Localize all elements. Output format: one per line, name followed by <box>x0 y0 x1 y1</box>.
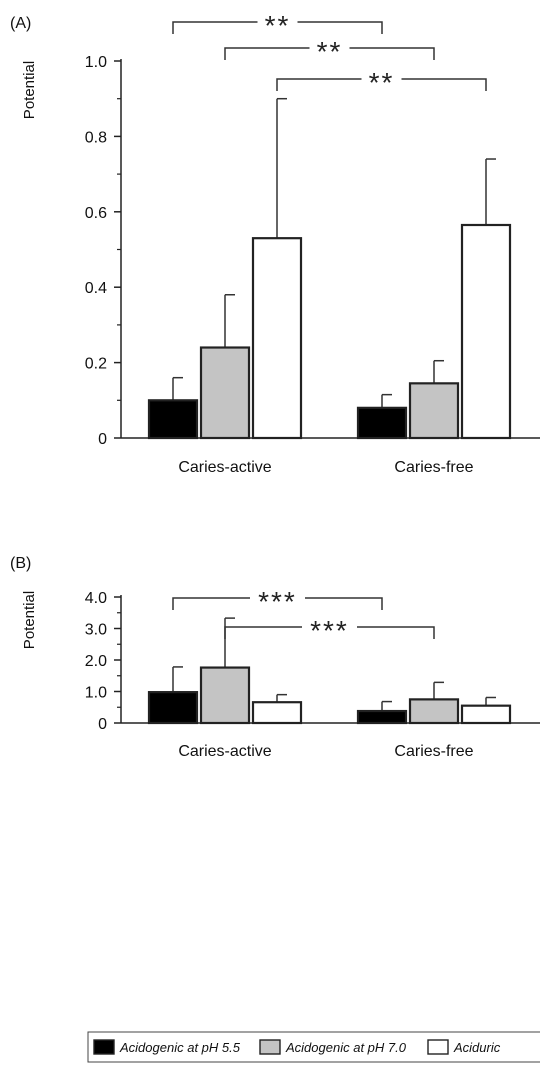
category-label: Caries-active <box>178 743 271 760</box>
panel-a: (A) Potential 0 0.2 0.4 0.6 0.8 1.0 Caries-activ… <box>10 10 540 476</box>
bracket-label-bg <box>250 590 305 606</box>
significance-bracket: *** <box>172 586 383 617</box>
y-tick-label: 0 <box>98 716 107 733</box>
y-tick-label: 3.0 <box>85 622 107 639</box>
significance-label: ** <box>317 36 343 67</box>
bar <box>199 666 251 725</box>
panel-label: (A) <box>10 15 31 32</box>
bar <box>460 223 512 440</box>
bar <box>251 701 303 725</box>
significance-label: ** <box>265 10 291 41</box>
significance-label: *** <box>258 586 297 617</box>
legend-swatch <box>93 1039 115 1055</box>
bar <box>199 346 251 440</box>
y-axis-label: Potential <box>21 591 38 649</box>
bracket-label-bg <box>309 40 350 56</box>
panel-b: (B) Potential 0 1.0 2.0 3.0 4.0 Caries-active Ca… <box>10 555 540 760</box>
legend-swatch <box>259 1039 281 1055</box>
y-tick-label: 0.4 <box>85 280 107 297</box>
y-axis-label: Potential <box>21 61 38 119</box>
y-tick-label: 1.0 <box>85 54 107 71</box>
significance-bracket: ** <box>276 67 487 98</box>
y-tick-label: 2.0 <box>85 653 107 670</box>
y-tick-label: 0.2 <box>85 356 107 373</box>
bar <box>251 237 303 440</box>
y-tick-label: 1.0 <box>85 685 107 702</box>
bracket-label-bg <box>257 14 298 30</box>
significance-bracket: ** <box>224 36 435 67</box>
legend-label: Acidogenic at pH 5.5 <box>119 1040 241 1055</box>
bar <box>147 691 199 725</box>
bar <box>356 709 408 725</box>
y-tick-label: 4.0 <box>85 590 107 607</box>
category-label: Caries-free <box>394 459 473 476</box>
y-tick-label: 0 <box>98 431 107 448</box>
bar <box>460 704 512 725</box>
category-label: Caries-active <box>178 459 271 476</box>
panel-label: (B) <box>10 555 31 572</box>
significance-label: *** <box>310 615 349 646</box>
legend-label: Aciduric <box>453 1040 501 1055</box>
bracket-label-bg <box>302 619 357 635</box>
bracket-label-bg <box>361 71 402 87</box>
y-tick-label: 0.6 <box>85 205 107 222</box>
category-label: Caries-free <box>394 743 473 760</box>
bar <box>408 382 460 440</box>
bar <box>408 698 460 725</box>
bar <box>147 399 199 440</box>
bar <box>356 406 408 440</box>
y-tick-label: 0.8 <box>85 129 107 146</box>
legend: Acidogenic at pH 5.5 Acidogenic at pH 7.0… <box>87 1031 540 1063</box>
significance-label: ** <box>369 67 395 98</box>
significance-bracket: *** <box>224 615 435 646</box>
legend-label: Acidogenic at pH 7.0 <box>285 1040 407 1055</box>
legend-swatch <box>427 1039 449 1055</box>
significance-bracket: ** <box>172 10 383 41</box>
legend-box <box>87 1031 540 1063</box>
